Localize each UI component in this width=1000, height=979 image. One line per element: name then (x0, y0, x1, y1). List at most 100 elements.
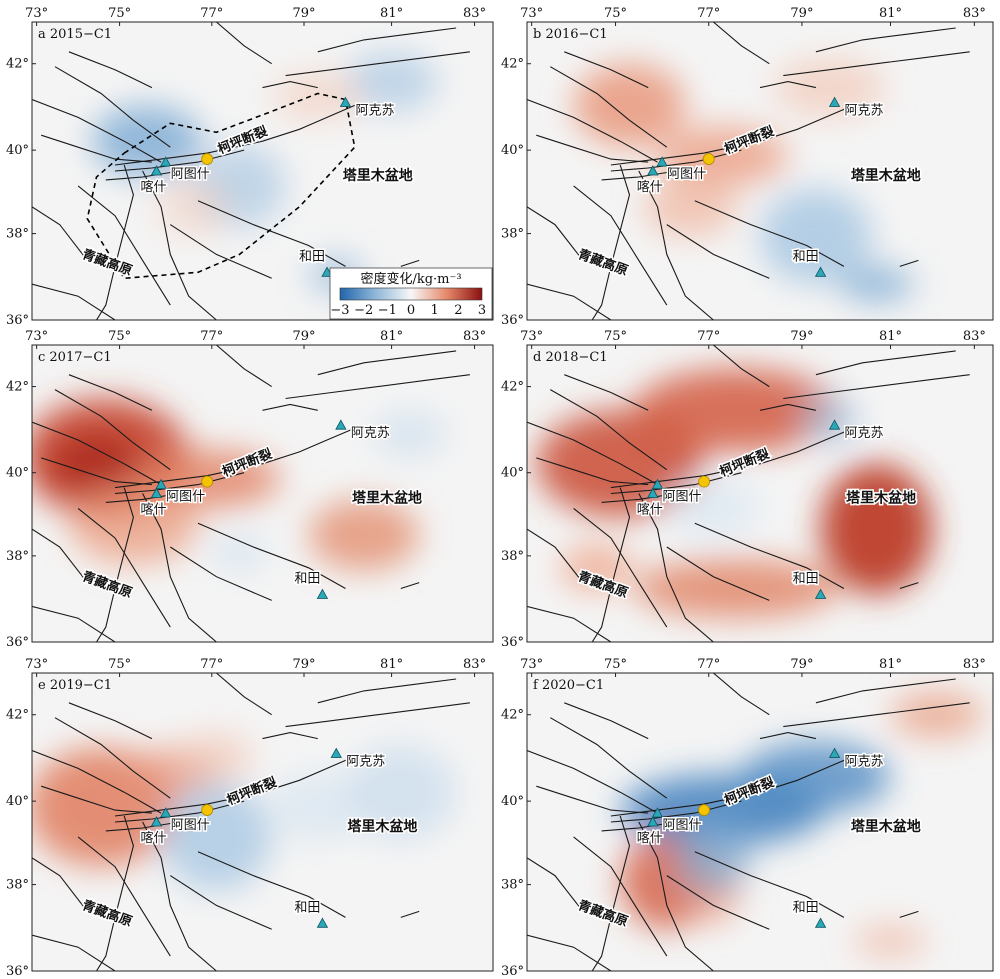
hotan-label: 和田 (299, 249, 325, 264)
anomaly-blob (643, 176, 737, 237)
anomaly-blob (760, 188, 872, 285)
lon-tick-label: 83° (463, 657, 486, 672)
fault-line (41, 785, 152, 814)
tarim-basin-label: 塔里木盆地 (851, 167, 921, 184)
fault-line (610, 472, 742, 495)
fault-line (713, 22, 770, 65)
anomaly-blob (271, 771, 364, 843)
lon-tick-label: 79° (790, 329, 813, 344)
fault-lines (32, 673, 470, 971)
fault-line (899, 259, 919, 267)
fault-line (216, 673, 272, 716)
lon-tick-label: 81° (380, 6, 403, 21)
artux-label: 阿图什 (171, 167, 210, 182)
fault-line (68, 51, 153, 89)
fault-line (142, 170, 217, 320)
fault-line (610, 104, 854, 166)
map-panel-2: 73° 75° 77° 79° 81° 83° 42° 40° 38° 36° b 2016−C1 阿… (501, 6, 994, 328)
fault-line (783, 374, 970, 400)
city-marker-icon (651, 807, 664, 818)
lat-tick-label: 38° (501, 878, 524, 893)
anomaly-blob (345, 744, 457, 840)
panel-title: d 2018−C1 (533, 350, 608, 365)
anomaly-blob (308, 499, 420, 571)
city-marker-icon (150, 816, 163, 827)
fault-line (899, 582, 919, 590)
lat-tick-label: 38° (501, 227, 524, 242)
fault-line (114, 104, 355, 166)
fault-line (105, 821, 180, 832)
fault-line (197, 851, 346, 918)
fault-line (285, 374, 470, 400)
lat-tick-label: 42° (501, 708, 524, 723)
kashgar-label: 喀什 (637, 830, 663, 846)
fault-line (262, 403, 318, 411)
fault-line (32, 749, 162, 814)
lat-tick-label: 38° (6, 878, 29, 893)
fault-line (666, 546, 770, 601)
lat-tick-label: 36° (6, 964, 29, 979)
fault-line (527, 749, 658, 814)
city-marker-icon (321, 266, 333, 277)
fault-line (32, 98, 162, 163)
lat-tick-label: 40° (501, 794, 524, 809)
city-marker-icon (651, 478, 664, 489)
fault-line (527, 98, 658, 163)
colorbar-tick-label: −3 (330, 303, 349, 318)
lat-tick-label: 36° (501, 964, 524, 979)
fault-line (32, 283, 116, 320)
lon-tick-label: 73° (520, 329, 543, 344)
fault-line (77, 185, 171, 306)
lon-tick-label: 81° (879, 6, 902, 21)
fault-line (601, 492, 677, 503)
map-panel-1: 73° 75° 77° 79° 81° 83° 42° 40° 38° 36° a 2015−C1 阿… (6, 6, 494, 328)
fault-line (216, 345, 272, 388)
fault-line (666, 875, 770, 930)
density-anomaly-field (620, 690, 984, 960)
lon-tick-label: 79° (790, 657, 813, 672)
fault-line (317, 27, 457, 53)
tarim-basin-label: 塔里木盆地 (343, 167, 413, 184)
fault-line (170, 546, 272, 601)
anomaly-blob (676, 822, 751, 894)
fault-line (713, 345, 770, 388)
panel-frame (526, 344, 994, 643)
lon-tick-label: 83° (463, 6, 486, 21)
hotan-label: 和田 (793, 571, 819, 586)
epicenter-icon (702, 153, 715, 165)
lat-tick-label: 36° (6, 635, 29, 650)
fault-line (573, 836, 668, 957)
lon-tick-label: 81° (380, 329, 403, 344)
colorbar-ramp (339, 287, 483, 301)
lat-tick-label: 38° (6, 549, 29, 564)
fault-line (32, 605, 116, 642)
anomaly-blob (853, 923, 928, 960)
fault-line (527, 206, 584, 261)
lat-tick-label: 40° (501, 466, 524, 481)
fault-line (285, 51, 470, 77)
fault-line (77, 507, 171, 628)
panel-title: e 2019−C1 (38, 678, 112, 693)
fault-line (536, 134, 649, 163)
fault-line (783, 51, 970, 77)
lon-tick-label: 77° (200, 6, 223, 21)
fault-line (317, 350, 457, 376)
lon-tick-label: 75° (108, 329, 131, 344)
fault-line (610, 149, 742, 172)
lon-tick-label: 81° (879, 657, 902, 672)
lon-tick-label: 77° (697, 657, 720, 672)
artux-label: 阿图什 (166, 490, 205, 505)
panel-frame (31, 344, 494, 643)
fault-line (54, 66, 171, 148)
fault-line (573, 185, 668, 306)
lat-tick-label: 38° (6, 227, 29, 242)
fault-line (694, 851, 845, 918)
aksu-label: 阿克苏 (346, 753, 385, 769)
anomaly-blob (839, 266, 914, 303)
city-marker-icon (647, 165, 659, 176)
fault-line (262, 81, 318, 89)
aksu-label: 阿克苏 (355, 102, 394, 118)
panel-title: a 2015−C1 (38, 27, 112, 42)
epicenter-icon (201, 804, 214, 816)
anomaly-blob (179, 732, 254, 781)
